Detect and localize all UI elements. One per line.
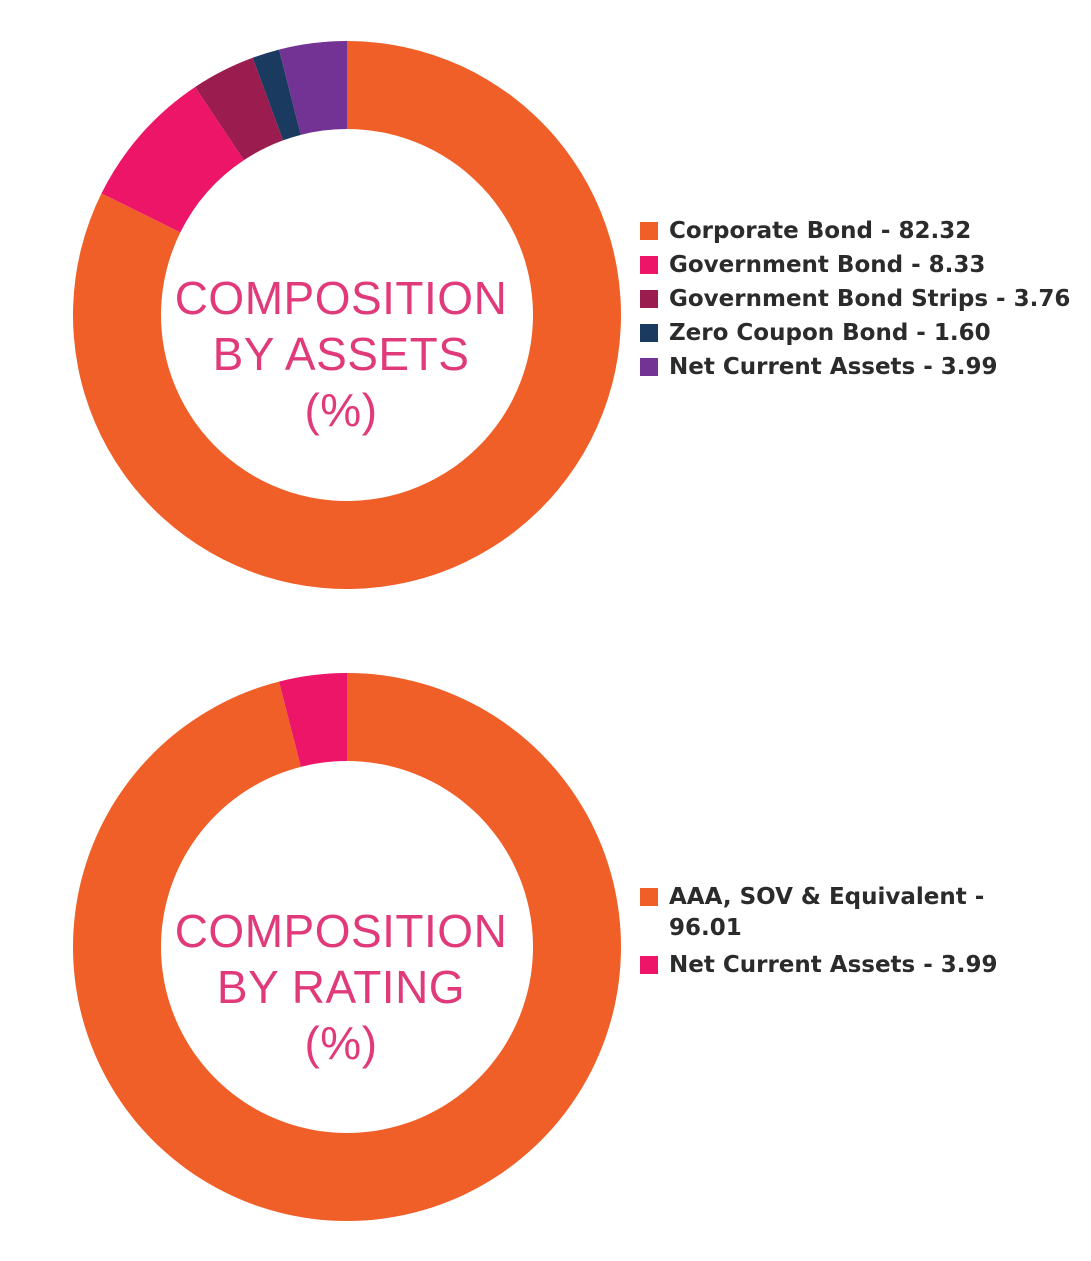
rating-center-label: COMPOSITION BY RATING (%) xyxy=(161,903,521,1071)
asset-slice-net-current-assets xyxy=(279,41,347,135)
rating-legend: AAA, SOV & Equivalent - 96.01 Net Curren… xyxy=(640,882,999,984)
asset-donut-chart xyxy=(72,41,621,589)
asset-legend-item: Zero Coupon Bond - 1.60 xyxy=(640,318,1070,352)
asset-legend-label: Zero Coupon Bond - 1.60 xyxy=(669,320,991,346)
asset-legend-swatch xyxy=(640,290,658,308)
rating-slice-aaa-sov-equivalent xyxy=(72,673,621,1221)
rating-center-line-1: COMPOSITION xyxy=(174,905,508,957)
rating-legend-swatch xyxy=(640,888,658,906)
asset-slice-zero-coupon-bond xyxy=(252,49,301,141)
asset-legend-item: Net Current Assets - 3.99 xyxy=(640,352,1070,386)
asset-legend-label: Government Bond - 8.33 xyxy=(669,252,986,278)
asset-slice-government-bond-strips xyxy=(195,57,284,161)
asset-legend-item: Corporate Bond - 82.32 xyxy=(640,216,1070,250)
rating-center-line-3: (%) xyxy=(304,1017,378,1069)
asset-legend-swatch xyxy=(640,358,658,376)
asset-legend: Corporate Bond - 82.32 Government Bond -… xyxy=(640,216,1070,386)
asset-slice-corporate-bond xyxy=(72,41,621,589)
rating-legend-swatch xyxy=(640,956,658,974)
asset-legend-label: Government Bond Strips - 3.76 xyxy=(669,286,1071,312)
asset-center-line-3: (%) xyxy=(304,384,378,436)
asset-legend-swatch xyxy=(640,222,658,240)
asset-center-line-1: COMPOSITION xyxy=(174,272,508,324)
rating-legend-label: Net Current Assets - 3.99 xyxy=(669,952,998,978)
rating-slice-net-current-assets xyxy=(279,673,347,767)
asset-center-line-2: BY ASSETS xyxy=(212,328,470,380)
rating-legend-label: AAA, SOV & Equivalent - 96.01 xyxy=(669,884,985,941)
asset-legend-swatch xyxy=(640,324,658,342)
rating-donut-chart xyxy=(72,673,621,1221)
rating-legend-item: AAA, SOV & Equivalent - 96.01 xyxy=(640,882,999,950)
asset-legend-item: Government Bond Strips - 3.76 xyxy=(640,284,1070,318)
rating-composition-chart: COMPOSITION BY RATING (%) AAA, SOV & Equ… xyxy=(0,620,1091,1261)
rating-legend-item: Net Current Assets - 3.99 xyxy=(640,950,999,984)
rating-center-line-2: BY RATING xyxy=(216,961,466,1013)
asset-center-label: COMPOSITION BY ASSETS (%) xyxy=(161,270,521,438)
asset-slice-government-bond xyxy=(101,86,244,233)
asset-composition-chart: COMPOSITION BY ASSETS (%) Corporate Bond… xyxy=(0,0,1091,620)
asset-legend-swatch xyxy=(640,256,658,274)
asset-legend-label: Corporate Bond - 82.32 xyxy=(669,218,972,244)
asset-legend-label: Net Current Assets - 3.99 xyxy=(669,354,998,380)
asset-legend-item: Government Bond - 8.33 xyxy=(640,250,1070,284)
